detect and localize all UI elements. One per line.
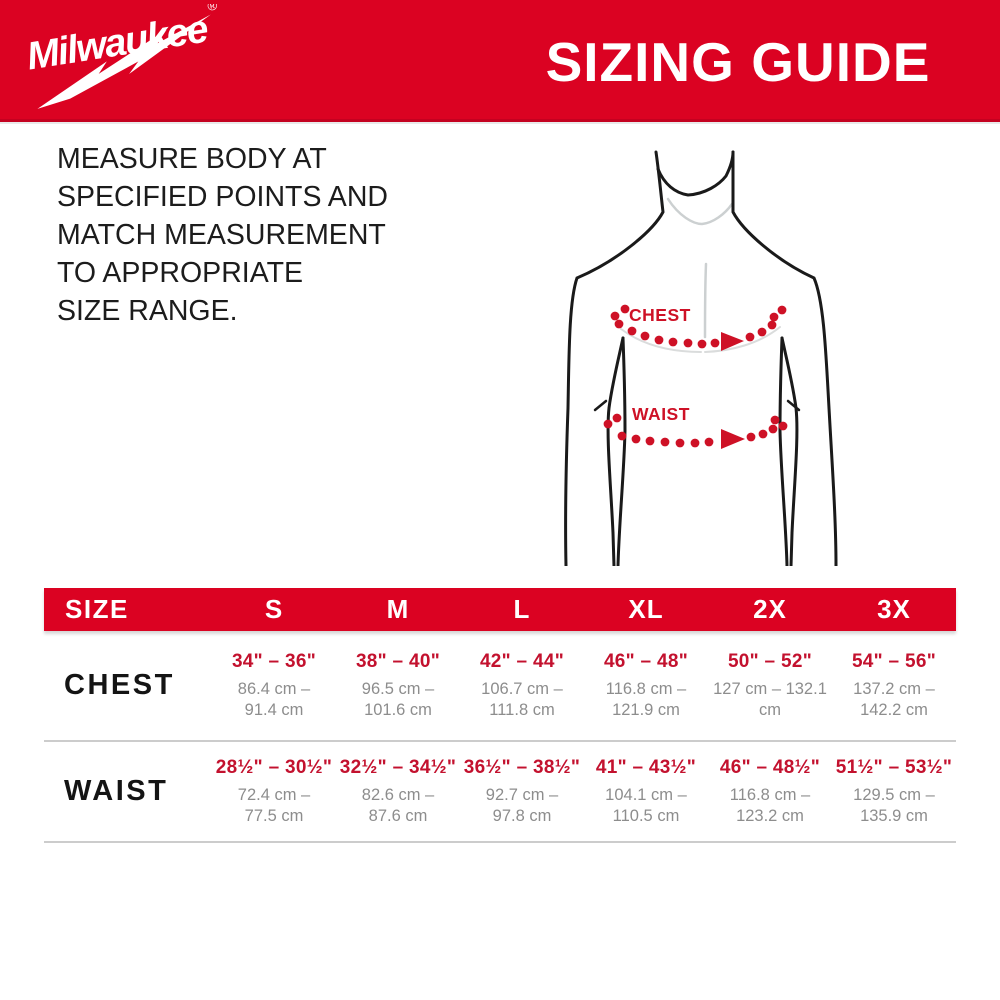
waist-inches-2x: 46" – 48½" (719, 757, 821, 778)
chest-cm-s: 86.4 cm – 91.4 cm (237, 680, 311, 719)
table-row-chest: CHEST 34" – 36" 86.4 cm – 91.4 cm 38" – … (44, 631, 956, 742)
body-outline (564, 150, 838, 566)
instructions-text: MEASURE BODY AT SPECIFIED POINTS AND MAT… (57, 140, 497, 330)
chest-inches-xl: 46" – 48" (603, 651, 689, 672)
chest-inches-l: 42" – 44" (479, 651, 565, 672)
chest-cm-m: 96.5 cm – 101.6 cm (361, 680, 435, 719)
row-label-chest: CHEST (64, 669, 175, 701)
size-table: SIZE S M L XL 2X 3X CHEST 34" – 36" 86.4… (44, 588, 956, 843)
chest-cell-2x: 50" – 52" 127 cm – 132.1 cm (708, 651, 832, 720)
waist-inches-m: 32½" – 34½" (339, 757, 457, 778)
chest-cm-3x: 137.2 cm – 142.2 cm (853, 680, 935, 719)
header-l: L (513, 594, 531, 624)
waist-cell-s: 28½" – 30½" 72.4 cm – 77.5 cm (212, 757, 336, 826)
waist-cell-2x: 46" – 48½" 116.8 cm – 123.2 cm (708, 757, 832, 826)
waist-cm-xl: 104.1 cm – 110.5 cm (605, 786, 687, 825)
chest-inches-3x: 54" – 56" (851, 651, 937, 672)
chest-cell-s: 34" – 36" 86.4 cm – 91.4 cm (212, 651, 336, 720)
waist-cell-m: 32½" – 34½" 82.6 cm – 87.6 cm (336, 757, 460, 826)
waist-cm-m: 82.6 cm – 87.6 cm (361, 786, 435, 825)
instruction-line: TO APPROPRIATE (57, 257, 304, 289)
milwaukee-logo: Milwaukee ® (24, 4, 219, 109)
waist-inches-xl: 41" – 43½" (595, 757, 697, 778)
chest-inches-m: 38" – 40" (355, 651, 441, 672)
chest-arrow-icon (721, 332, 744, 351)
header-s: S (264, 594, 284, 624)
waist-measure-line (603, 413, 788, 449)
header-size: SIZE (65, 594, 129, 624)
waist-cell-3x: 51½" – 53½" 129.5 cm – 135.9 cm (832, 757, 956, 826)
row-label-waist: WAIST (64, 775, 169, 807)
size-table-header: SIZE S M L XL 2X 3X (44, 588, 956, 631)
header-m: M (386, 594, 410, 624)
waist-cell-xl: 41" – 43½" 104.1 cm – 110.5 cm (584, 757, 708, 826)
header-xl: XL (628, 594, 664, 624)
waist-inches-l: 36½" – 38½" (463, 757, 581, 778)
instruction-line: MATCH MEASUREMENT (57, 219, 386, 251)
lightning-bolt-icon (37, 14, 211, 109)
registered-trademark-icon: ® (206, 4, 218, 14)
chest-cell-m: 38" – 40" 96.5 cm – 101.6 cm (336, 651, 460, 720)
body-detail-lines (620, 197, 781, 353)
table-row-waist: WAIST 28½" – 30½" 72.4 cm – 77.5 cm 32½"… (44, 742, 956, 843)
header-3x: 3X (877, 594, 911, 624)
waist-cm-3x: 129.5 cm – 135.9 cm (853, 786, 935, 825)
chest-measure-line (610, 304, 787, 351)
chest-cm-xl: 116.8 cm – 121.9 cm (605, 680, 687, 719)
chest-inches-s: 34" – 36" (231, 651, 317, 672)
waist-cm-s: 72.4 cm – 77.5 cm (237, 786, 311, 825)
chest-cell-xl: 46" – 48" 116.8 cm – 121.9 cm (584, 651, 708, 720)
waist-diagram-label: WAIST (632, 404, 690, 424)
chest-cm-l: 106.7 cm – 111.8 cm (481, 680, 563, 719)
instruction-line: SPECIFIED POINTS AND (57, 181, 388, 213)
instruction-line: MEASURE BODY AT (57, 143, 327, 175)
waist-arrow-icon (721, 429, 745, 449)
chest-cell-3x: 54" – 56" 137.2 cm – 142.2 cm (832, 651, 956, 720)
waist-cm-l: 92.7 cm – 97.8 cm (485, 786, 559, 825)
chest-diagram-label: CHEST (629, 305, 691, 325)
top-banner: Milwaukee ® SIZING GUIDE (0, 0, 1000, 122)
body-measurement-diagram: CHEST WAIST (564, 150, 838, 566)
waist-inches-s: 28½" – 30½" (215, 757, 333, 778)
waist-cell-l: 36½" – 38½" 92.7 cm – 97.8 cm (460, 757, 584, 826)
chest-inches-2x: 50" – 52" (727, 651, 813, 672)
chest-cell-l: 42" – 44" 106.7 cm – 111.8 cm (460, 651, 584, 720)
chest-cm-2x: 127 cm – 132.1 cm (713, 680, 827, 719)
page-title: SIZING GUIDE (545, 31, 931, 93)
instruction-line: SIZE RANGE. (57, 295, 238, 327)
waist-cm-2x: 116.8 cm – 123.2 cm (729, 786, 811, 825)
waist-inches-3x: 51½" – 53½" (835, 757, 953, 778)
header-2x: 2X (753, 594, 787, 624)
